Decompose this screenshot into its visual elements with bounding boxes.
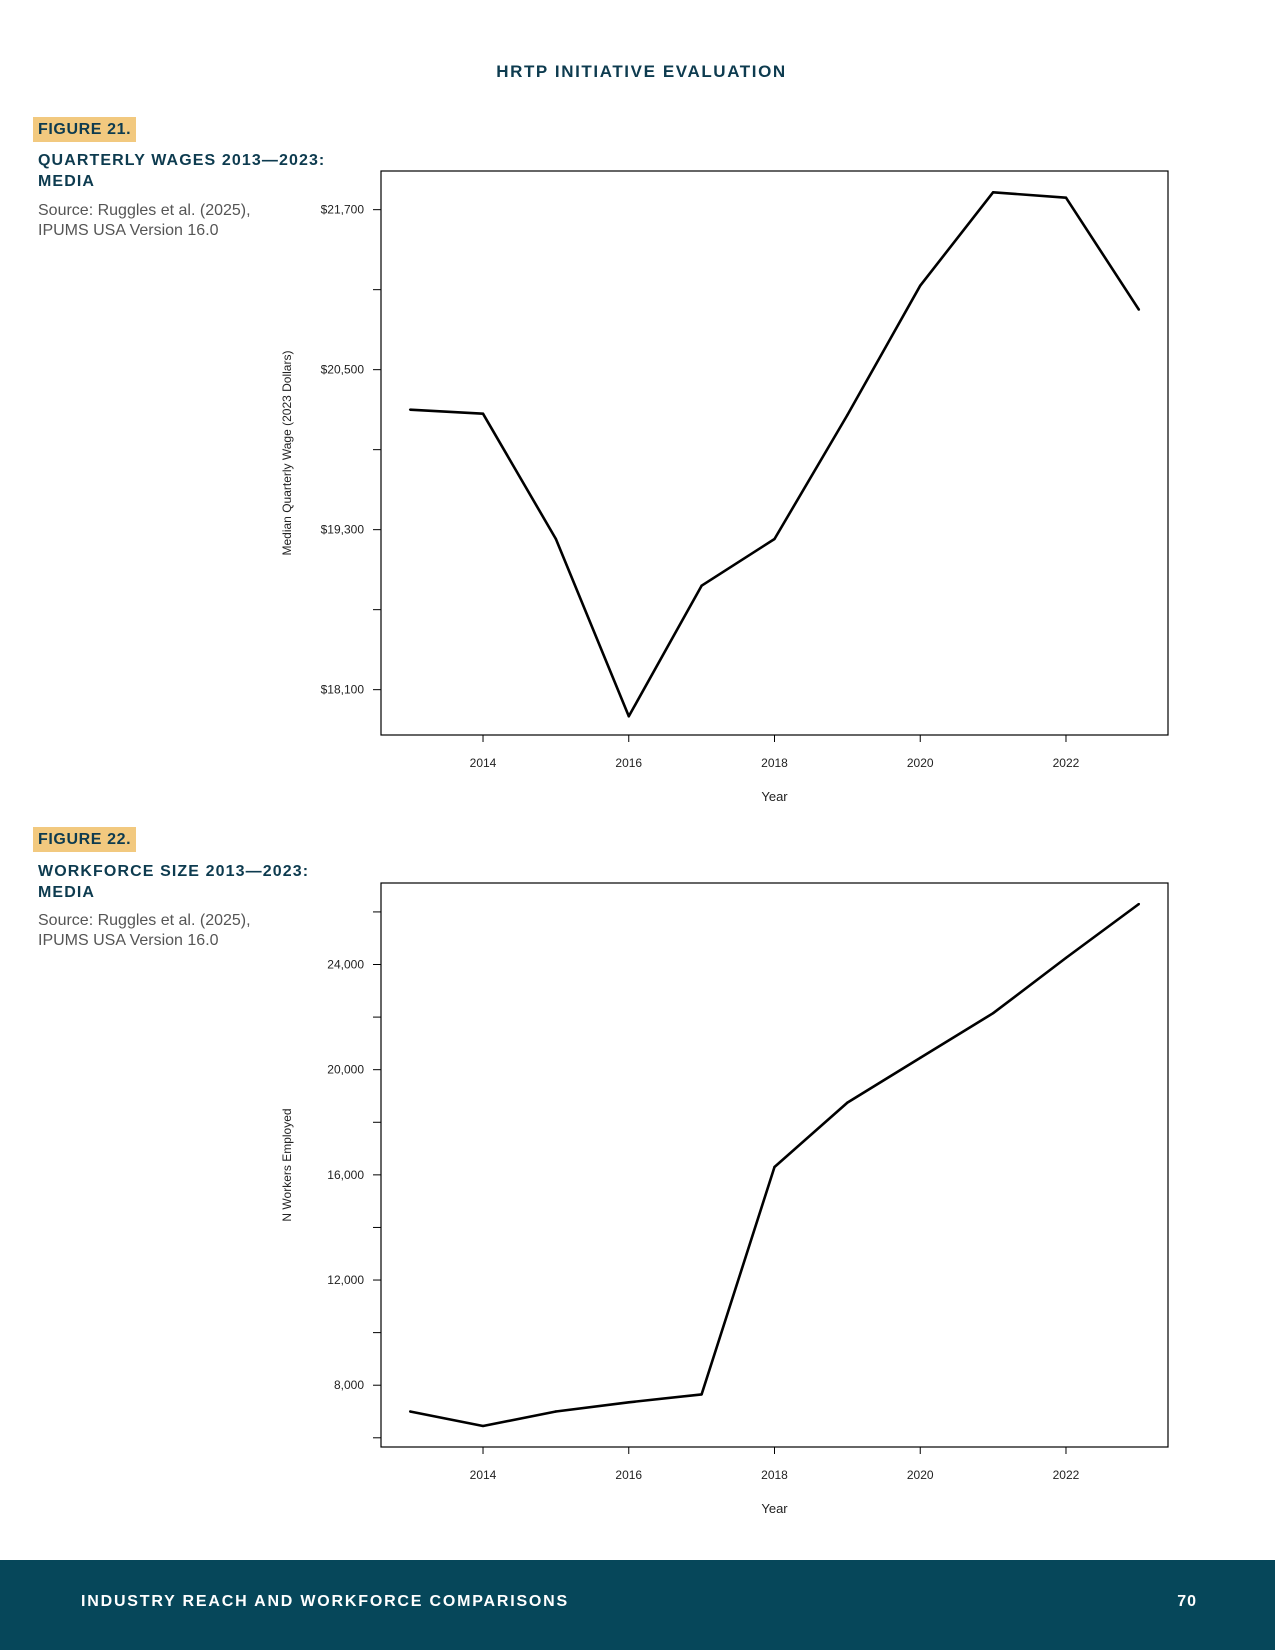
series-line	[410, 190, 1140, 718]
x-tick-label: 2016	[615, 756, 642, 770]
page-header-title: HRTP INITIATIVE EVALUATION	[496, 62, 787, 81]
x-tick-label: 2016	[615, 1468, 642, 1482]
data-point	[408, 408, 412, 411]
x-axis-label: Year	[761, 1501, 788, 1516]
data-point	[991, 191, 995, 194]
data-point	[481, 412, 485, 415]
y-axis-label: N Workers Employed	[280, 1108, 294, 1221]
figure-21-source: Source: Ruggles et al. (2025), IPUMS USA…	[38, 202, 251, 239]
y-tick-label: 8,000	[334, 1378, 364, 1392]
figure-21-title: QUARTERLY WAGES 2013—2023: MEDIA	[38, 152, 326, 190]
y-tick-label: 16,000	[327, 1168, 364, 1182]
wages-line-chart: 2014 2016 2018 2020 2022 $18,100 $19,300 $20,50…	[280, 170, 1169, 804]
workforce-line-chart: 2014 2016 2018 2020 2022 8,000 12,000 16,000 20,…	[280, 882, 1169, 1516]
x-tick-label: 2018	[761, 1468, 788, 1482]
y-tick-label: 12,000	[327, 1273, 364, 1287]
data-point	[919, 284, 922, 287]
page-footer: INDUSTRY REACH AND WORKFORCE COMPARISONS…	[0, 1560, 1275, 1650]
data-point	[1137, 308, 1141, 311]
data-point	[554, 1410, 558, 1413]
y-tick-label: $20,500	[321, 363, 365, 377]
data-point	[408, 1410, 412, 1413]
x-axis-label: Year	[761, 789, 788, 804]
data-point	[700, 584, 703, 587]
data-point	[991, 1011, 995, 1015]
y-axis-label: Median Quarterly Wage (2023 Dollars)	[280, 351, 294, 556]
data-point	[627, 1401, 630, 1404]
y-tick-label: 24,000	[327, 958, 364, 972]
data-point	[919, 1056, 922, 1060]
data-point	[773, 1165, 776, 1169]
series-line	[409, 902, 1140, 1428]
data-point	[1137, 902, 1141, 906]
y-tick-label: 20,000	[327, 1063, 364, 1077]
data-point	[1064, 956, 1068, 960]
data-point	[846, 413, 849, 417]
plot-frame	[380, 170, 1169, 736]
y-tick-label: $21,700	[321, 203, 365, 217]
x-tick-label: 2018	[761, 756, 788, 770]
figure-22-source: Source: Ruggles et al. (2025), IPUMS USA…	[38, 912, 251, 949]
footer-section-title: INDUSTRY REACH AND WORKFORCE COMPARISONS	[81, 1593, 570, 1610]
data-point	[481, 1424, 485, 1428]
data-point	[700, 1393, 703, 1396]
plot-frame	[380, 882, 1169, 1448]
data-point	[627, 715, 630, 718]
figure-22-title: WORKFORCE SIZE 2013—2023: MEDIA	[38, 863, 310, 901]
x-tick-label: 2022	[1053, 756, 1080, 770]
x-tick-label: 2014	[470, 1468, 497, 1482]
y-tick-label: $19,300	[321, 523, 365, 537]
page-number: 70	[1177, 1593, 1197, 1610]
data-point	[554, 537, 558, 541]
x-tick-label: 2014	[470, 756, 497, 770]
figure-22-badge: FIGURE 22.	[33, 827, 137, 852]
y-tick-label: $18,100	[321, 683, 365, 697]
data-point	[773, 537, 776, 541]
x-tick-label: 2022	[1053, 1468, 1080, 1482]
x-tick-label: 2020	[907, 1468, 934, 1482]
data-point	[846, 1101, 849, 1104]
figure-21-badge: FIGURE 21.	[33, 117, 137, 142]
data-point	[1064, 196, 1068, 199]
x-tick-label: 2020	[907, 756, 934, 770]
